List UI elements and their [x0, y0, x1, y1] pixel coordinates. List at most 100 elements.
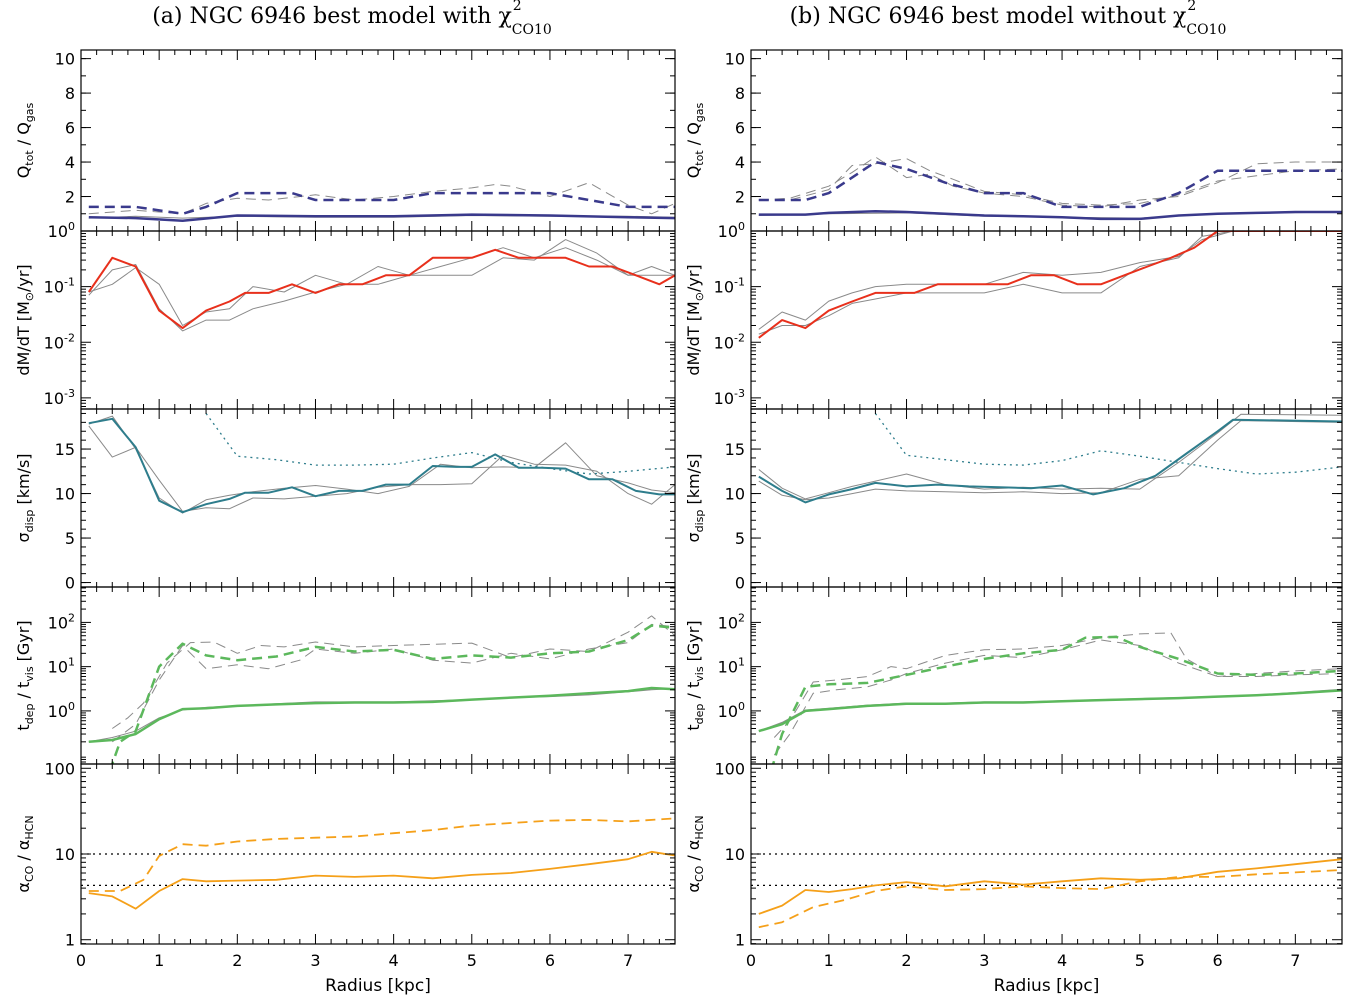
- y-tick-label: 10-2: [714, 331, 745, 352]
- series-line-orange-solid: [88, 850, 675, 910]
- series-group: [88, 182, 675, 222]
- y-tick-base: 10: [714, 278, 734, 297]
- y-label-subscript: HCN: [693, 815, 706, 839]
- series-line-navy-solid: [88, 213, 675, 222]
- series-group: [87, 239, 675, 332]
- y-label-part: Q: [684, 166, 703, 179]
- y-tick-base: 10: [48, 613, 68, 632]
- column-a-title: (a) NGC 6946 best model with χ 2 CO10: [152, 0, 552, 38]
- y-tick-label: 10-1: [44, 276, 75, 297]
- series-group: [758, 632, 1342, 764]
- y-tick-label: 102: [48, 611, 75, 632]
- x-tick-label: 0: [76, 951, 86, 970]
- y-label-part: dM/dT [M: [684, 301, 703, 375]
- y-label-part: / t: [684, 682, 703, 704]
- column-a-title-sup: 2: [512, 0, 522, 14]
- y-tick-label: 10: [725, 50, 745, 69]
- y-tick-exponent: 0: [738, 700, 745, 713]
- y-tick-base: 10: [44, 278, 64, 297]
- y-tick-base: 10: [48, 658, 68, 677]
- y-tick-label: 10-1: [714, 276, 745, 297]
- y-label-part: Q: [14, 166, 33, 179]
- y-tick-label: 10: [725, 485, 745, 504]
- panel-frame: [750, 49, 1343, 232]
- y-tick-label: 2: [735, 188, 745, 207]
- y-tick-base: 10: [44, 389, 64, 408]
- y-label-part: t: [14, 724, 33, 730]
- series-line-gray-solid: [758, 413, 1342, 500]
- panel-a-sigma: 0 5 10 15 σdisp [km/s]: [14, 408, 676, 593]
- y-label-part: / Q: [684, 122, 703, 150]
- series-line-gray-solid: [758, 420, 1342, 501]
- series-line-orange-solid: [758, 858, 1342, 915]
- y-label-part: [km/s]: [684, 453, 703, 509]
- y-label-subscript: CO: [693, 865, 706, 882]
- y-tick-label: 10: [725, 845, 745, 864]
- series-line-green-solid: [758, 689, 1342, 733]
- y-tick-label: 15: [725, 440, 745, 459]
- x-tick-label: 3: [979, 951, 989, 970]
- y-tick-exponent: 0: [68, 700, 75, 713]
- panel-b-alpha: 1 10 100 αCO / αHCN: [684, 759, 1343, 950]
- y-tick-base: 10: [714, 333, 734, 352]
- column-a-title-text: (a) NGC 6946 best model with χ: [152, 4, 512, 29]
- y-label-subscript: vis: [23, 666, 36, 682]
- y-tick-label: 100: [718, 700, 745, 721]
- series-line-red-solid: [758, 231, 1342, 339]
- y-tick-label: 101: [718, 656, 745, 677]
- series-line-teal-dotted: [205, 413, 675, 475]
- column-b-title-sup: 2: [1187, 0, 1197, 14]
- series-line-gray-dashed: [773, 632, 1342, 738]
- y-tick-base: 10: [44, 333, 64, 352]
- y-label-subscript: tot: [23, 150, 36, 166]
- x-tick-label: 1: [154, 951, 164, 970]
- series-line-gray-dashed: [758, 156, 1342, 208]
- y-axis-label: tdep / tvis [Gyr]: [684, 620, 706, 730]
- y-tick-label: 6: [65, 119, 75, 138]
- series-line-gray-solid: [88, 425, 675, 512]
- x-tick-label: 6: [1212, 951, 1222, 970]
- x-tick-label: 5: [467, 951, 477, 970]
- panel-b-Q: 2 4 6 8 10 Qtot / Qgas: [684, 49, 1343, 232]
- y-tick-exponent: 1: [738, 656, 745, 669]
- y-label-part: / t: [14, 682, 33, 704]
- y-label-part: /yr]: [684, 264, 703, 292]
- x-axis-label: Radius [kpc]: [325, 976, 431, 996]
- column-b-title: (b) NGC 6946 best model without χ 2 CO10: [790, 0, 1227, 38]
- series-line-gray-dashed: [88, 182, 675, 215]
- y-label-subscript: gas: [23, 102, 36, 122]
- y-axis-label: αCO / αHCN: [684, 815, 706, 892]
- y-tick-label: 10: [55, 845, 75, 864]
- y-label-part: σ: [14, 532, 33, 542]
- series-group: [758, 231, 1342, 339]
- y-tick-label: 10-3: [44, 387, 75, 408]
- y-tick-base: 10: [718, 658, 738, 677]
- y-label-part: dM/dT [M: [14, 301, 33, 375]
- series-line-gray-solid: [88, 239, 675, 332]
- y-tick-label: 102: [718, 611, 745, 632]
- y-axis-label: tdep / tvis [Gyr]: [14, 620, 36, 730]
- column-b-title-sub: CO10: [1186, 22, 1227, 39]
- series-line-gray-solid: [758, 231, 1342, 335]
- series-line-gray-dashed: [773, 639, 1342, 756]
- y-tick-base: 10: [718, 613, 738, 632]
- y-tick-label: 101: [48, 656, 75, 677]
- y-label-subscript: CO: [23, 865, 36, 882]
- y-label-part: /yr]: [14, 264, 33, 292]
- y-tick-label: 10-3: [714, 387, 745, 408]
- y-axis-label: αCO / αHCN: [14, 815, 36, 892]
- x-tick-label: 4: [1057, 951, 1067, 970]
- y-label-part: α: [14, 882, 33, 893]
- panel-b-sigma: 0 5 10 15 σdisp [km/s]: [684, 408, 1343, 593]
- y-tick-label: 4: [735, 153, 745, 172]
- y-label-subscript: HCN: [23, 815, 36, 839]
- series-line-gray-solid: [88, 688, 675, 743]
- y-label-subscript: dep: [693, 704, 706, 725]
- y-tick-label: 0: [65, 574, 75, 593]
- y-label-part: [km/s]: [14, 453, 33, 509]
- y-tick-label: 5: [735, 529, 745, 548]
- x-tick-label: 5: [1135, 951, 1145, 970]
- y-label-part: [Gyr]: [684, 620, 703, 666]
